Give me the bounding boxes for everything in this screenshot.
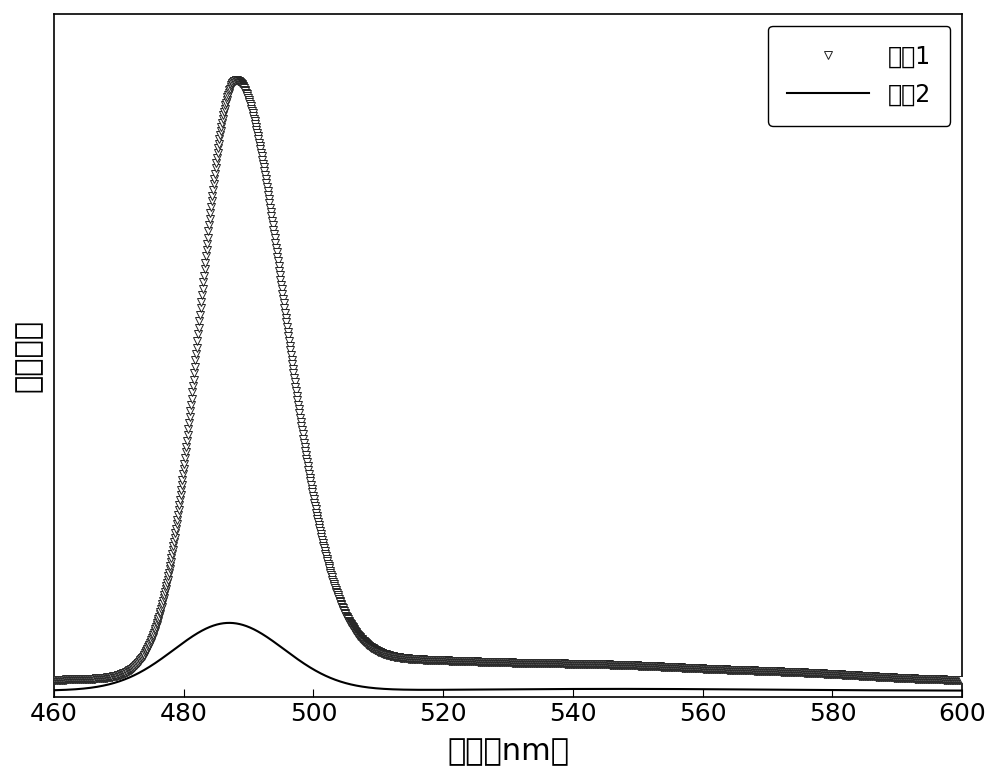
曲线1: [468, 657, 480, 666]
曲线1: [48, 675, 60, 684]
曲线1: [785, 667, 797, 676]
曲线2: [950, 686, 962, 695]
曲线1: [525, 658, 537, 668]
X-axis label: 波长（nm）: 波长（nm）: [447, 737, 569, 766]
Legend: 曲线1, 曲线2: 曲线1, 曲线2: [768, 26, 950, 126]
曲线1: [361, 640, 373, 650]
曲线2: [796, 685, 808, 694]
曲线1: [956, 675, 968, 685]
曲线1: [269, 234, 281, 243]
曲线2: [598, 684, 610, 693]
Line: 曲线1: 曲线1: [50, 76, 966, 684]
Y-axis label: 发光强度: 发光强度: [14, 319, 43, 392]
曲线2: [386, 685, 398, 694]
曲线2: [458, 685, 470, 694]
曲线1: [943, 675, 955, 684]
曲线2: [223, 619, 235, 628]
曲线2: [48, 686, 60, 695]
曲线2: [763, 685, 775, 694]
曲线2: [956, 686, 968, 695]
曲线1: [230, 76, 242, 85]
Line: 曲线2: 曲线2: [54, 623, 962, 690]
